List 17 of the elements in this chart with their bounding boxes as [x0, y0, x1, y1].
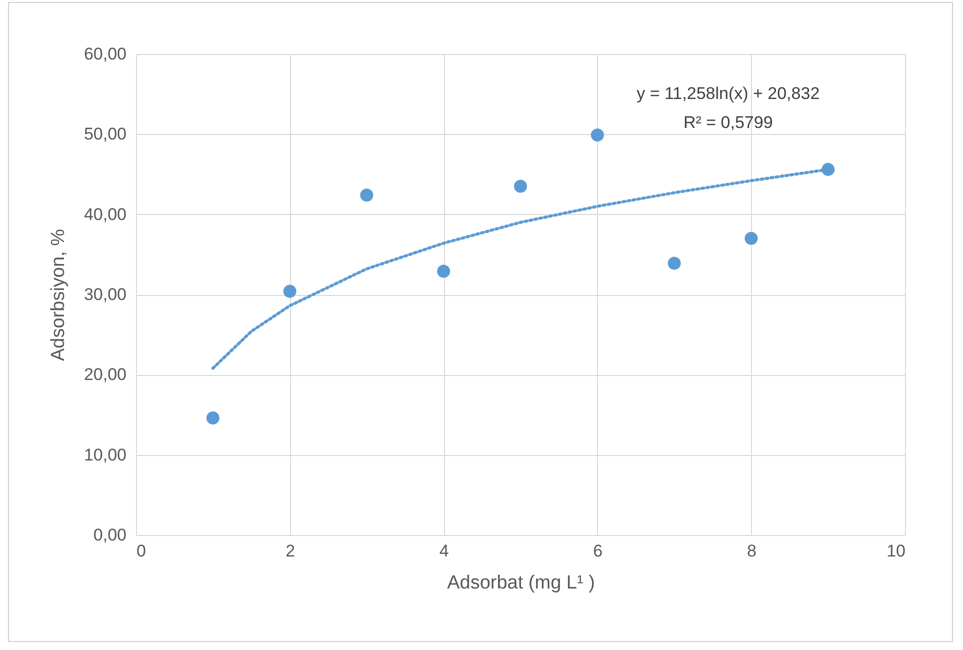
y-tick-label: 0,00 — [93, 526, 126, 544]
y-tick-label: 10,00 — [84, 445, 126, 464]
x-tick-label: 8 — [746, 542, 756, 560]
y-tick-label: 40,00 — [84, 204, 126, 224]
x-tick-label: 4 — [439, 542, 449, 560]
x-tick-label: 10 — [886, 542, 906, 560]
annotation: y = 11,258ln(x) + 20,832 — [636, 84, 820, 103]
x-tick-label: 6 — [593, 542, 603, 560]
y-tick-label: 30,00 — [84, 285, 126, 304]
y-tick-label: 50,00 — [84, 124, 126, 144]
annotation: R² = 0,5799 — [683, 113, 773, 132]
y-tick-label: 60,00 — [84, 44, 126, 64]
x-tick-label: 2 — [286, 542, 296, 560]
x-axis-title: Adsorbat (mg L¹ ) — [447, 572, 595, 594]
y-tick-label: 20,00 — [84, 365, 126, 384]
x-tick-label: 0 — [136, 542, 146, 560]
y-axis-title: Adsorbsiyon, % — [48, 228, 69, 362]
